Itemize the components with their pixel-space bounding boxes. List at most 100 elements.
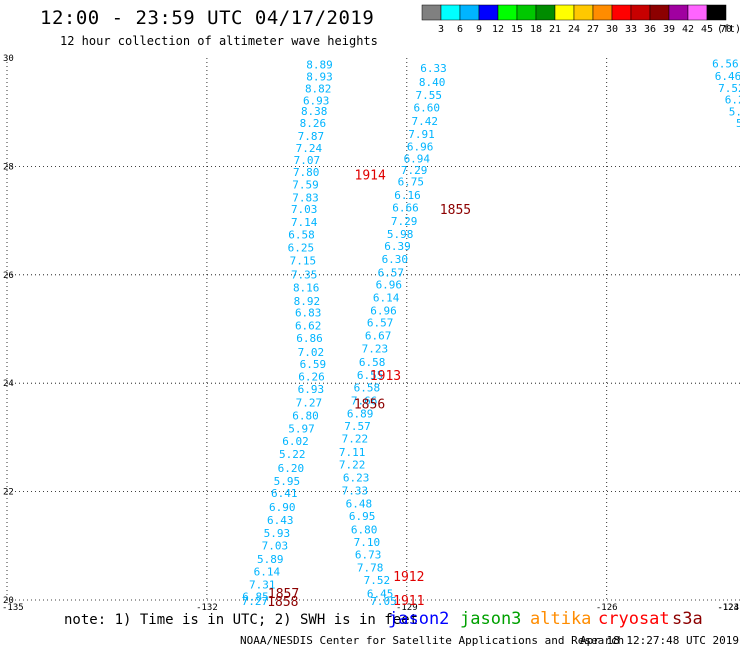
wave-value: 7.83 [292,191,319,204]
wave-value: 8.38 [301,105,328,118]
wave-value: 5.89 [257,553,284,566]
legend-label: 15 [511,24,523,35]
legend-label: 12 [492,24,504,35]
wave-value: 7.05 [370,595,397,608]
wave-value: 6.46 [715,70,740,83]
wave-value: 7.59 [292,178,319,191]
wave-value: 7.27 [242,595,269,608]
satellite-legend-jason3: jason3 [460,609,522,629]
legend-label: 9 [476,24,482,35]
wave-value: 6.60 [414,101,441,114]
wave-value: 8.16 [293,281,320,294]
wave-value: 6.2 [725,94,740,107]
wave-value: 7.42 [412,115,439,128]
wave-value: 6.56 [712,57,739,70]
wave-value: 6.59 [300,358,327,371]
wave-value: 6.43 [267,514,294,527]
wave-value: 6.89 [347,408,374,421]
legend-swatch [649,4,670,21]
wave-value: 7.29 [391,215,418,228]
wave-value: 7.87 [298,130,325,143]
wave-value: 5.98 [387,228,414,241]
time-label: 1856 [354,397,385,412]
wave-value: 5.22 [279,448,306,461]
wave-value: 6.16 [394,189,421,202]
legend-label: 18 [530,24,542,35]
y-tick-label: 26 [3,271,14,281]
wave-value: 6.96 [376,279,403,292]
wave-value: 7.29 [401,164,428,177]
wave-value: 7.91 [408,128,435,141]
wave-value: 6.93 [298,383,325,396]
y-tick-label: 24 [3,379,14,389]
x-tick-label: -135 [2,603,24,613]
satellite-legend-altika: altika [530,609,592,629]
wave-value: 7.14 [291,216,318,229]
legend-label: 39 [663,24,675,35]
wave-value: 6.45 [367,587,394,600]
time-label: 1912 [393,570,424,585]
wave-value: 7.55 [416,89,443,102]
wave-value: 7.35 [291,268,318,281]
wave-value: 7.07 [294,154,321,167]
wave-value: 8.93 [306,70,333,83]
y-tick-label: 22 [3,488,14,498]
legend-swatch [611,4,632,21]
wave-value: 6.80 [292,410,319,423]
legend-swatch [554,4,575,21]
wave-value: 6.80 [351,524,378,537]
footer-credit: NOAA/NESDIS Center for Satellite Applica… [240,634,625,647]
wave-value: 7.66 [351,395,378,408]
footer-timestamp: Apr 18 12:27:48 UTC 2019 [580,634,739,647]
legend-swatch [497,4,518,21]
wave-value: 6.14 [254,565,281,578]
legend-label: 6 [457,24,463,35]
wave-value: 6.23 [343,472,370,485]
x-tick-label: -126 [596,603,618,613]
legend-swatch [706,4,727,21]
wave-value: 6.66 [392,202,419,215]
wave-value: 6.57 [367,316,394,329]
wave-value: 5.97 [288,423,315,436]
time-label: 1857 [268,587,299,602]
wave-value: 6.75 [398,176,425,189]
wave-values: 8.898.938.826.938.388.267.877.247.077.80… [242,57,740,608]
wave-value: 6.26 [298,371,325,384]
wave-value: 6.86 [296,332,323,345]
chart-subtitle: 12 hour collection of altimeter wave hei… [60,34,378,48]
time-label: 1913 [370,369,401,384]
wave-value: 6.96 [407,140,434,153]
wave-value: 5.93 [264,527,291,540]
wave-value: 6.73 [355,548,382,561]
x-tick-label: -124 [717,603,739,613]
wave-value: 7.31 [249,578,276,591]
wave-value: 6.90 [269,501,296,514]
wave-value: 7.57 [344,420,371,433]
legend-label: 21 [549,24,561,35]
legend-swatch [440,4,461,21]
wave-value: 7.15 [290,255,317,268]
chart-title: 12:00 - 23:59 UTC 04/17/2019 [40,7,375,29]
x-tick-label: -132 [196,603,218,613]
satellite-legend-s3a: s3a [672,609,703,629]
y-tick-label: 30 [3,54,14,64]
legend-label: 45 [701,24,713,35]
time-label: 1855 [440,203,471,218]
wave-value: 8.40 [419,76,446,89]
wave-value: 6.96 [370,305,397,318]
wave-value: 6.93 [303,94,330,107]
legend-label: 30 [606,24,618,35]
legend-swatch [459,4,480,21]
legend-swatch [535,4,556,21]
wave-value: 8.26 [300,117,327,130]
wave-value: 7.03 [291,203,318,216]
wave-value: 6.58 [359,356,386,369]
x-tick-label: -123 [717,603,739,613]
wave-value: 7.33 [342,485,369,498]
legend-label: 70 [720,24,732,35]
legend-label: 36 [644,24,656,35]
legend-swatch [668,4,689,21]
wave-value: 8.89 [306,59,333,72]
wave-value: 6.33 [420,62,447,75]
